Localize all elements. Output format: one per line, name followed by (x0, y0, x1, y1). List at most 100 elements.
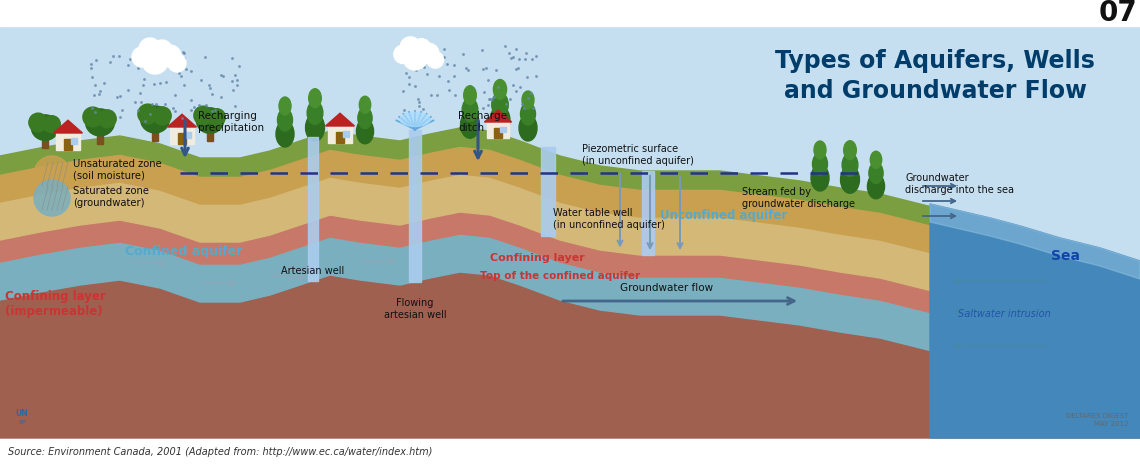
Bar (71, 138, 76, 144)
Text: Source: Environment Canada, 2001 (Adapted from: http://www.ec.ca/water/index.htm: Source: Environment Canada, 2001 (Adapte… (8, 447, 432, 457)
Ellipse shape (277, 109, 293, 131)
Ellipse shape (868, 174, 885, 199)
Ellipse shape (279, 97, 291, 115)
Ellipse shape (43, 116, 60, 133)
Ellipse shape (358, 108, 372, 129)
Text: Recharge
ditch: Recharge ditch (458, 111, 507, 133)
Bar (185, 132, 190, 138)
Ellipse shape (98, 110, 116, 128)
Bar (328, 126, 352, 143)
Bar (642, 171, 654, 255)
Bar (64, 139, 72, 150)
Text: Artesian well: Artesian well (282, 266, 344, 276)
Text: Recharging
precipitation: Recharging precipitation (198, 111, 264, 133)
Ellipse shape (28, 113, 48, 132)
Ellipse shape (276, 121, 294, 147)
Ellipse shape (400, 112, 430, 126)
Circle shape (418, 43, 439, 63)
Bar (178, 133, 186, 144)
Bar (487, 122, 510, 138)
Bar (817, 176, 822, 186)
Polygon shape (0, 272, 1140, 438)
Text: Groundwater flow: Groundwater flow (620, 283, 714, 293)
Ellipse shape (462, 98, 478, 122)
Bar (467, 123, 473, 133)
Polygon shape (0, 174, 1140, 350)
Circle shape (152, 40, 172, 60)
Circle shape (393, 45, 413, 63)
Text: Types of Aquifers, Wells
and Groundwater Flow: Types of Aquifers, Wells and Groundwater… (775, 48, 1094, 103)
Ellipse shape (461, 111, 480, 138)
Text: Confining layer: Confining layer (490, 253, 585, 263)
Ellipse shape (490, 106, 510, 135)
Text: Stream fed by
groundwater discharge: Stream fed by groundwater discharge (742, 187, 855, 209)
Polygon shape (0, 212, 1140, 372)
Text: Piezometric surface
(in unconfined aquifer): Piezometric surface (in unconfined aquif… (583, 144, 694, 166)
Ellipse shape (194, 106, 212, 125)
Ellipse shape (306, 114, 325, 141)
Polygon shape (326, 113, 355, 126)
Text: Confining layer
(impermeable): Confining layer (impermeable) (5, 290, 106, 318)
Ellipse shape (522, 91, 534, 109)
Polygon shape (930, 204, 1140, 279)
Ellipse shape (138, 104, 157, 124)
Circle shape (132, 47, 152, 67)
Circle shape (400, 37, 421, 57)
Ellipse shape (357, 119, 374, 144)
Text: Flowing
artesian well: Flowing artesian well (384, 298, 447, 320)
Bar (526, 126, 530, 136)
Bar (0, 0, 1140, 26)
Ellipse shape (86, 109, 114, 136)
Circle shape (428, 52, 443, 68)
Bar (873, 185, 879, 194)
Circle shape (142, 48, 168, 74)
Text: UN: UN (16, 410, 28, 418)
Ellipse shape (842, 153, 858, 177)
Bar (497, 118, 503, 129)
Polygon shape (930, 204, 1140, 438)
Ellipse shape (521, 103, 536, 125)
Text: Saturated zone
(groundwater): Saturated zone (groundwater) (73, 186, 149, 208)
Ellipse shape (359, 96, 371, 113)
Ellipse shape (519, 115, 537, 141)
Text: Water table well
(in unconfined aquifer): Water table well (in unconfined aquifer) (553, 208, 665, 230)
Bar (308, 137, 318, 281)
Ellipse shape (494, 80, 506, 99)
Text: Sea: Sea (1050, 249, 1080, 263)
Ellipse shape (491, 93, 508, 117)
Bar (308, 137, 318, 281)
Polygon shape (54, 120, 82, 133)
Ellipse shape (309, 89, 321, 108)
Text: Unsaturated zone
(soil moisture): Unsaturated zone (soil moisture) (73, 159, 162, 181)
Circle shape (34, 180, 70, 216)
Circle shape (413, 39, 431, 57)
Circle shape (404, 46, 428, 70)
Bar (847, 178, 853, 188)
Ellipse shape (870, 151, 881, 168)
Ellipse shape (813, 153, 828, 175)
Ellipse shape (464, 86, 477, 105)
Text: EP: EP (18, 420, 26, 425)
Bar (0, 438, 1140, 466)
Ellipse shape (83, 107, 103, 127)
Polygon shape (0, 128, 1140, 284)
Polygon shape (0, 234, 1140, 410)
Text: DELTARES DIGEST
MAY 2012: DELTARES DIGEST MAY 2012 (1066, 413, 1127, 427)
Bar (494, 128, 502, 138)
Bar (42, 138, 48, 148)
Ellipse shape (307, 101, 323, 124)
Bar (312, 125, 318, 136)
Bar (336, 132, 344, 143)
Circle shape (158, 45, 181, 67)
Circle shape (168, 54, 186, 72)
Text: Unconfined aquifer: Unconfined aquifer (660, 210, 788, 222)
Polygon shape (168, 114, 196, 127)
Text: Confined aquifer: Confined aquifer (125, 245, 242, 258)
Bar (153, 130, 157, 141)
Text: 07: 07 (1099, 0, 1138, 27)
Bar (170, 127, 194, 144)
Circle shape (34, 156, 70, 192)
Bar (363, 130, 367, 139)
Ellipse shape (814, 141, 826, 159)
Bar (500, 127, 506, 132)
